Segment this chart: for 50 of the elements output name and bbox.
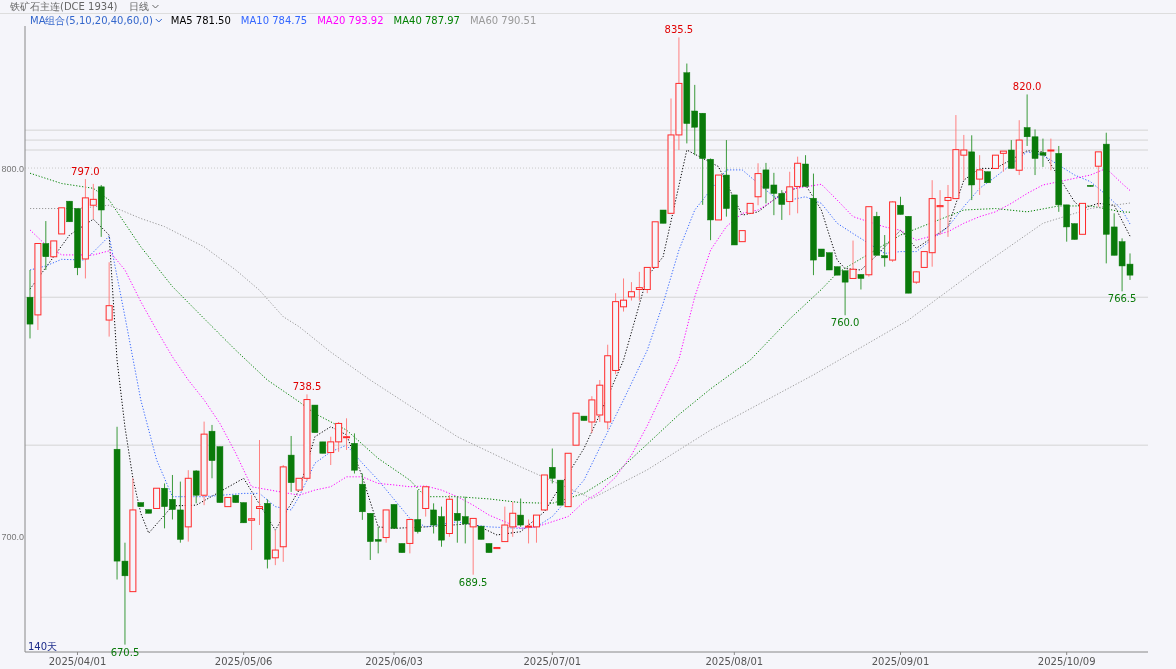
- candlestick: [999, 150, 1007, 173]
- candlestick: [105, 261, 113, 338]
- annotation: 738.5: [292, 381, 322, 393]
- candlestick: [976, 154, 984, 196]
- annotation: 670.5: [110, 646, 140, 658]
- annotation: 140天: [28, 641, 58, 652]
- annotation: 760.0: [830, 317, 860, 329]
- candlestick: [406, 519, 414, 554]
- x-tick-label: 2025/05/06: [214, 656, 273, 667]
- candlestick: [849, 240, 857, 279]
- candlestick: [97, 184, 105, 238]
- text: MA10 784.75: [240, 15, 308, 26]
- chart-subtitle: 日线: [129, 1, 150, 12]
- candlestick: [517, 498, 524, 528]
- y-tick-label: 800.0: [1, 163, 24, 174]
- candlestick: [422, 486, 430, 518]
- candlestick: [271, 529, 279, 566]
- candlestick: [1047, 138, 1055, 171]
- annotation: MA组合(5,10,20,40,60,0): [30, 15, 153, 26]
- candlestick: [248, 494, 256, 551]
- text: MA5 781.50: [170, 15, 231, 26]
- annotation: 820.0: [1012, 81, 1042, 93]
- candlestick: [469, 517, 477, 576]
- candlestick: [754, 162, 762, 206]
- x-tick-label: 2025/09/01: [871, 656, 930, 667]
- candlestick: [414, 489, 422, 534]
- candlestick: [390, 503, 398, 529]
- annotation: 835.5: [664, 24, 694, 36]
- text: MA60 790.51: [469, 15, 537, 26]
- y-tick-label: 700.0: [1, 531, 24, 542]
- candlestick: [42, 220, 50, 271]
- chart-title: 铁矿石主连(DCE 1934): [9, 1, 118, 12]
- x-tick-label: 2025/04/01: [48, 656, 107, 667]
- annotation: 797.0: [71, 166, 100, 178]
- candlestick: [857, 273, 865, 290]
- candlestick: [256, 439, 263, 526]
- candlestick: [1008, 139, 1015, 169]
- candlestick: [627, 281, 635, 302]
- candlestick: [1094, 151, 1102, 208]
- candlestick: [549, 447, 556, 484]
- annotation: 766.5: [1107, 293, 1137, 305]
- annotation: 689.5: [458, 576, 488, 588]
- text: MA20 793.92: [317, 15, 384, 26]
- x-tick-label: 2025/06/03: [365, 656, 423, 667]
- x-tick-label: 2025/08/01: [705, 656, 764, 667]
- x-tick-label: 2025/07/01: [523, 656, 582, 667]
- candlestick: [153, 487, 161, 509]
- x-tick-label: 2025/10/09: [1037, 656, 1096, 667]
- candlestick: [802, 154, 809, 187]
- text: MA40 787.97: [393, 15, 460, 26]
